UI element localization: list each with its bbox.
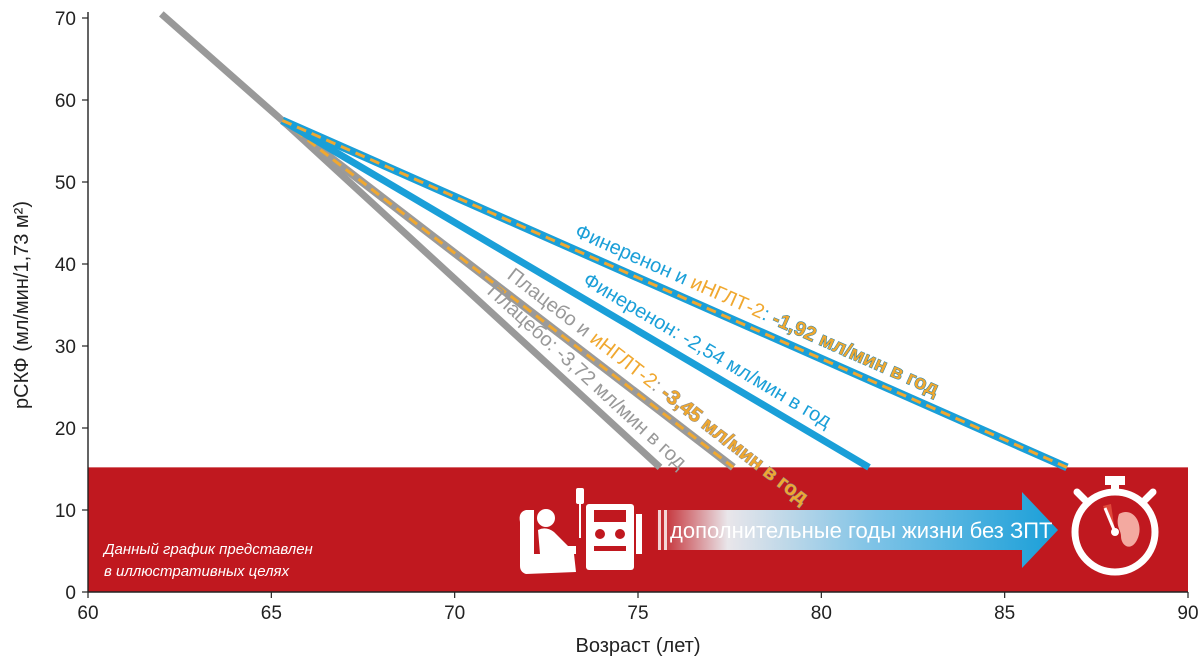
y-tick-label: 40 — [55, 255, 76, 276]
dialysis-machine-icon — [576, 488, 642, 570]
y-tick-label: 70 — [55, 9, 76, 30]
stopwatch-kidney-icon — [1071, 476, 1159, 576]
series-line-baseline — [159, 11, 285, 124]
label-combo-part: -1,92 мл/мин в год — [769, 308, 942, 401]
series-line-placebo — [279, 117, 663, 470]
y-tick-label: 10 — [55, 501, 76, 522]
x-tick-label: 75 — [627, 603, 648, 624]
y-axis-title: рСКФ (мл/мин/1,73 м²) — [11, 201, 33, 409]
dialysis-banner: Данный график представлен в иллюстративны… — [88, 467, 1188, 592]
dialysis-patient-icon — [519, 509, 576, 574]
illustrative-note-line2: в иллюстративных целях — [104, 563, 290, 580]
years-arrow-label: дополнительные годы жизни без ЗПТ — [670, 518, 1053, 543]
years-arrow — [655, 492, 1058, 568]
x-tick-label: 65 — [261, 603, 282, 624]
series-line-finerenone — [280, 117, 871, 471]
y-tick-label: 50 — [55, 173, 76, 194]
x-tick-label: 70 — [444, 603, 465, 624]
series-line-sglt2 — [279, 117, 736, 471]
x-axis-title: Возраст (лет) — [576, 635, 701, 657]
series-line-combo — [280, 116, 1069, 472]
x-tick-label: 85 — [994, 603, 1015, 624]
y-tick-label: 30 — [55, 337, 76, 358]
axes: 0 10 20 30 40 50 60 70 60 65 70 75 80 85 90 Возраст (ле… — [11, 9, 1199, 657]
x-tick-label: 60 — [77, 603, 98, 624]
banner-icons — [519, 476, 1159, 576]
series-lines — [159, 11, 1069, 472]
y-tick-label: 60 — [55, 91, 76, 112]
x-tick-label: 80 — [811, 603, 832, 624]
arrow-stripe — [664, 510, 667, 550]
arrow-stripe — [658, 510, 661, 550]
x-tick-label: 90 — [1177, 603, 1198, 624]
y-tick-label: 0 — [65, 583, 76, 604]
y-tick-label: 20 — [55, 419, 76, 440]
illustrative-note-line1: Данный график представлен — [102, 541, 313, 558]
